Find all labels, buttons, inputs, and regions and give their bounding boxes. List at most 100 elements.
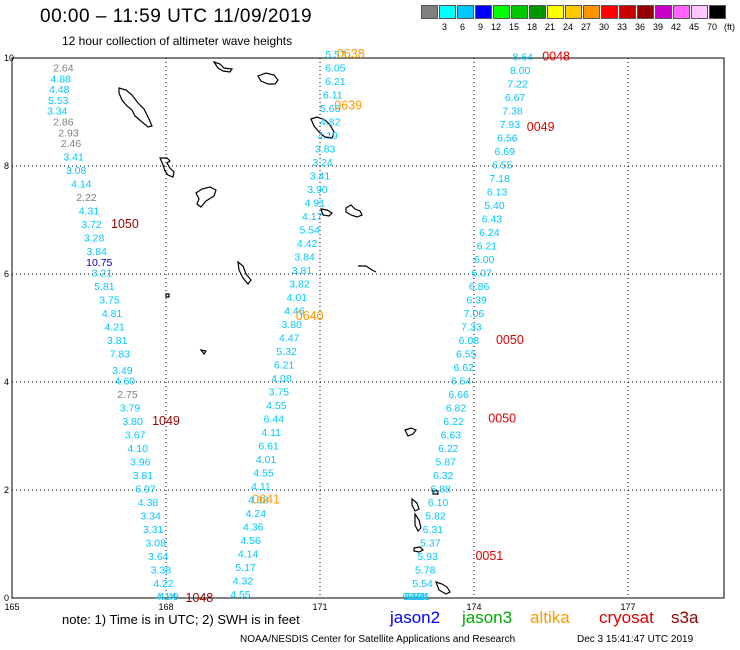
- pass-time-label: 0048: [542, 50, 570, 64]
- wave-height-value: 6.43: [482, 214, 503, 226]
- pass-time-label: 0639: [334, 98, 362, 112]
- wave-height-value: 3.41: [310, 171, 331, 183]
- island-outline: [165, 293, 170, 298]
- wave-height-value: 4.14: [71, 179, 92, 191]
- wave-height-value: 3.79: [120, 403, 141, 415]
- wave-height-value: 7.22: [507, 79, 528, 91]
- wave-height-value: 3.84: [86, 246, 107, 258]
- wave-height-value: 6.11: [410, 591, 430, 603]
- wave-height-value: 5.37: [420, 538, 441, 550]
- island-outline: [212, 60, 234, 73]
- legend-swatch: [655, 5, 672, 19]
- wave-height-value: 6.63: [441, 430, 462, 442]
- wave-height-value: 6.13: [487, 187, 508, 199]
- x-tick-label: 171: [312, 602, 327, 612]
- wave-height-value: 6.69: [495, 146, 516, 158]
- legend-label: 39: [652, 22, 663, 32]
- wave-height-value: 5.54: [299, 225, 320, 237]
- legend-swatch: [493, 5, 510, 19]
- wave-height-value: 5.57: [325, 49, 346, 61]
- island-outline: [257, 72, 279, 85]
- wave-height-value: 4.55: [253, 468, 274, 480]
- wave-height-value: 3.67: [125, 430, 146, 442]
- wave-height-value: 7.38: [502, 106, 523, 118]
- island-outline: [195, 186, 217, 208]
- legend-label: 33: [616, 22, 627, 32]
- pass-time-label: 0049: [527, 120, 555, 134]
- wave-height-value: 4.19: [317, 130, 338, 142]
- wave-height-value: 5.53: [48, 95, 69, 107]
- wave-height-value: 4.91: [305, 198, 326, 210]
- wave-height-value: 4.10: [128, 443, 149, 455]
- wave-height-value: 6.15: [402, 591, 423, 603]
- wave-height-value: 7.93: [500, 119, 521, 131]
- island-outline: [237, 260, 252, 285]
- wave-height-value: 3.82: [289, 279, 310, 291]
- wave-height-value: 6.62: [453, 362, 474, 374]
- legend-label: 3: [441, 22, 447, 32]
- wave-height-value: 3.24: [312, 157, 333, 169]
- wave-height-value: 6.21: [477, 241, 498, 253]
- island-outline: [413, 546, 425, 553]
- wave-height-value: 3.90: [307, 184, 328, 196]
- island-outline: [199, 349, 207, 356]
- legend-label: 42: [670, 22, 681, 32]
- wave-height-value: 4.38: [248, 495, 269, 507]
- wave-height-value: 6.39: [466, 295, 487, 307]
- wave-height-value: 6.56: [497, 133, 518, 145]
- wave-height-value: 2.64: [53, 63, 74, 75]
- wave-height-value: 6.44: [264, 414, 285, 426]
- legend-label: 36: [634, 22, 645, 32]
- wave-height-value: 5.78: [415, 565, 436, 577]
- footer-note: note: 1) Time is in UTC; 2) SWH is in fe…: [62, 612, 300, 627]
- x-tick-label: 165: [4, 602, 19, 612]
- wave-height-value: 3.28: [84, 233, 105, 245]
- wave-height-value: 5.54: [412, 578, 433, 590]
- legend-label: 21: [544, 22, 555, 32]
- y-tick-label: 10: [4, 53, 14, 63]
- wave-height-value: 6.55: [456, 349, 477, 361]
- wave-height-value: 3.21: [92, 268, 113, 280]
- wave-height-value: 5.81: [94, 281, 115, 293]
- island-outline: [118, 87, 153, 128]
- legend-swatch: [529, 5, 546, 19]
- wave-height-value: 3.34: [140, 511, 161, 523]
- wave-height-value: 3.38: [151, 565, 172, 577]
- wave-height-value: 5.87: [436, 457, 457, 469]
- wave-height-value: 7.83: [110, 349, 131, 361]
- wave-height-value: 6.21: [274, 360, 295, 372]
- wave-height-value: 4.08: [271, 373, 292, 385]
- wave-height-value: 4.81: [102, 308, 123, 320]
- island-outline: [434, 581, 451, 595]
- legend-altika: altika: [530, 608, 570, 627]
- island-outline: [345, 204, 363, 218]
- wave-height-value: 2.93: [58, 127, 79, 139]
- wave-height-value: 6.86: [469, 281, 490, 293]
- pass-time-label: 1049: [152, 414, 180, 428]
- x-tick-label: 177: [620, 602, 635, 612]
- wave-height-value: 3.83: [315, 144, 336, 156]
- legend-label: 9: [477, 22, 483, 32]
- pass-time-label: 0638: [337, 47, 365, 61]
- wave-height-value: 6.66: [448, 389, 469, 401]
- wave-height-value: 4.47: [279, 333, 300, 345]
- wave-height-value: 4.88: [51, 73, 72, 85]
- wave-height-value: 4.31: [79, 206, 100, 218]
- legend-swatch: [565, 5, 582, 19]
- wave-height-value: 2.46: [61, 138, 82, 150]
- wave-height-value: 6.24: [479, 227, 500, 239]
- wave-height-value: 3.08: [66, 165, 87, 177]
- legend-swatch: [691, 5, 708, 19]
- wave-height-value: 6.10: [428, 497, 449, 509]
- legend-swatch: [439, 5, 456, 19]
- y-tick-label: 8: [4, 161, 9, 171]
- wave-height-value: 10.75: [86, 257, 112, 269]
- legend-s3a: s3a: [671, 608, 699, 627]
- wave-height-value: 2.22: [76, 192, 97, 204]
- legend-swatch: [583, 5, 600, 19]
- wave-height-value: 4.49: [158, 591, 179, 603]
- pass-time-label: 0640: [296, 309, 324, 323]
- wave-height-value: 3.80: [122, 416, 143, 428]
- wave-height-value: 3.34: [47, 106, 68, 118]
- wave-height-value: 4.01: [256, 454, 277, 466]
